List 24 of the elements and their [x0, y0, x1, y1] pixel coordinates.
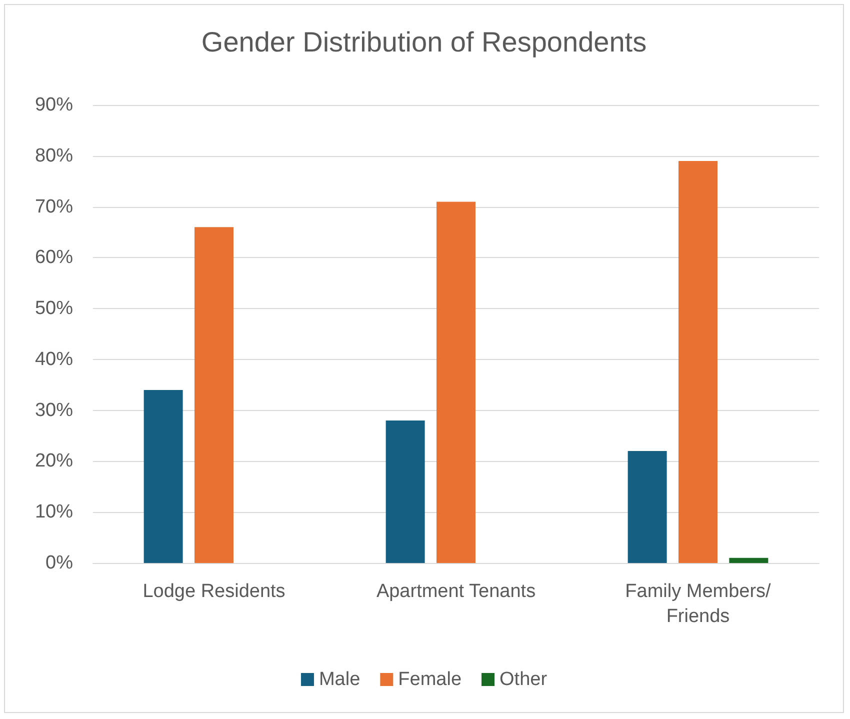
legend-label: Female — [398, 669, 462, 690]
x-tick-label: Family Members/Friends — [625, 581, 772, 627]
y-tick-label: 70% — [34, 196, 74, 218]
legend-label: Male — [318, 669, 360, 690]
bar — [678, 160, 718, 563]
y-tick-label: 20% — [34, 450, 74, 472]
bar — [194, 227, 234, 563]
y-tick-label: 40% — [34, 348, 74, 370]
legend-label: Other — [500, 669, 548, 690]
y-tick-label: 0% — [46, 552, 74, 574]
bar — [628, 451, 667, 563]
y-tick-label: 30% — [34, 400, 74, 421]
bar — [144, 390, 183, 563]
bar — [729, 558, 768, 563]
y-tick-label: 60% — [34, 247, 74, 268]
x-tick-label: Lodge Residents — [142, 581, 286, 602]
bar — [436, 202, 476, 563]
y-tick-label: 50% — [34, 298, 74, 320]
chart-title: Gender Distribution of Respondents — [201, 26, 647, 58]
bar — [386, 420, 425, 563]
x-tick-label: Apartment Tenants — [376, 581, 536, 602]
y-tick-label: 80% — [34, 145, 74, 166]
y-tick-label: 90% — [34, 94, 74, 116]
y-tick-label: 10% — [34, 502, 74, 523]
